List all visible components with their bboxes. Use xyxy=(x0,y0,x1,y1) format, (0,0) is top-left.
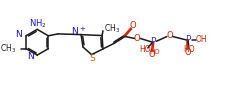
Text: N: N xyxy=(15,30,22,39)
Text: O: O xyxy=(166,31,173,40)
Text: O: O xyxy=(134,34,141,43)
Text: CH$_3$: CH$_3$ xyxy=(104,23,120,35)
Text: P: P xyxy=(185,35,191,44)
Text: OH: OH xyxy=(195,35,207,44)
Text: O: O xyxy=(129,21,136,30)
Text: HO: HO xyxy=(183,45,195,54)
Text: NH$_2$: NH$_2$ xyxy=(29,17,47,30)
Text: O: O xyxy=(184,48,191,57)
Text: HO: HO xyxy=(149,49,160,55)
Text: CH$_3$: CH$_3$ xyxy=(0,42,16,55)
Text: +: + xyxy=(79,26,85,32)
Text: S: S xyxy=(90,54,95,63)
Text: HO: HO xyxy=(139,45,151,54)
Text: P: P xyxy=(150,37,155,46)
Text: N: N xyxy=(71,27,78,36)
Text: O: O xyxy=(148,50,155,59)
Text: N: N xyxy=(27,52,33,61)
